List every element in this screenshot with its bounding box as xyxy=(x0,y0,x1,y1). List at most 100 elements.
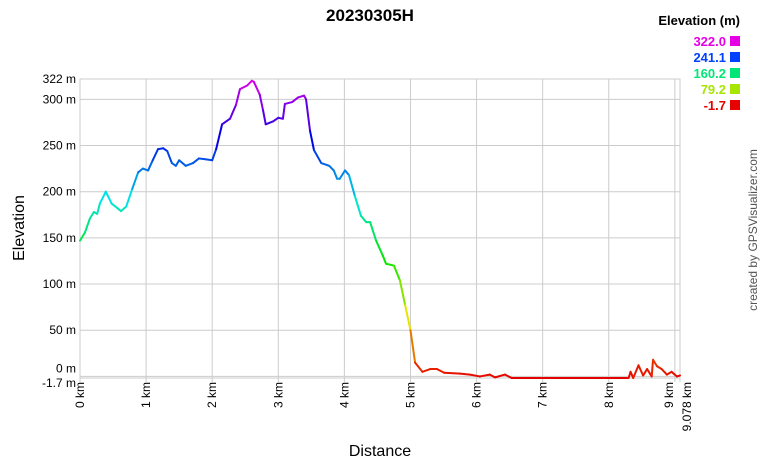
profile-segment xyxy=(650,358,655,378)
profile-segment xyxy=(468,373,481,378)
elevation-profile-line xyxy=(79,79,681,379)
x-tick-label: 6 km xyxy=(470,382,484,408)
profile-segment xyxy=(252,80,261,96)
profile-segment xyxy=(119,205,128,213)
profile-segment xyxy=(642,368,649,377)
y-tick-label: -1.7 m xyxy=(42,376,76,390)
profile-segment xyxy=(404,304,412,332)
profile-segment xyxy=(88,211,95,220)
legend-swatch xyxy=(730,52,740,62)
profile-segment xyxy=(637,364,645,377)
profile-segment xyxy=(262,109,267,126)
profile-segment xyxy=(283,101,294,105)
legend-swatch xyxy=(730,100,740,110)
profile-segment xyxy=(409,329,417,364)
profile-segment xyxy=(104,190,113,205)
profile-segment xyxy=(147,159,154,172)
x-tick-label: 9 km xyxy=(662,382,676,408)
profile-segment xyxy=(338,169,347,180)
y-axis-ticks: 322 m 300 m 250 m 200 m 150 m 100 m 50 m 0 m-1.… xyxy=(42,72,76,390)
profile-segment xyxy=(229,103,237,120)
profile-segment xyxy=(459,372,471,376)
profile-segment xyxy=(381,254,388,265)
profile-segment xyxy=(443,371,462,375)
profile-segment xyxy=(271,116,280,123)
legend-value: 160.2 xyxy=(693,66,726,81)
profile-segment xyxy=(421,368,432,373)
profile-segment xyxy=(234,88,241,106)
legend-value: 79.2 xyxy=(701,82,726,97)
chart-title: 20230305H xyxy=(326,6,414,25)
x-axis-label: Distance xyxy=(349,443,411,460)
y-tick-label: 200 m xyxy=(43,185,76,199)
profile-segment xyxy=(332,169,339,180)
profile-segment xyxy=(264,120,274,126)
profile-segment xyxy=(184,162,195,167)
legend-swatch xyxy=(730,68,740,78)
profile-segment xyxy=(414,361,424,373)
profile-segment xyxy=(174,159,181,167)
profile-segment xyxy=(503,373,513,379)
profile-segment xyxy=(131,171,140,190)
profile-segment xyxy=(291,96,300,104)
profile-segment xyxy=(344,169,351,177)
legend-swatch xyxy=(730,84,740,94)
profile-segment xyxy=(652,358,658,368)
profile-segment xyxy=(353,195,362,217)
profile-segment xyxy=(246,79,253,87)
y-tick-label: 150 m xyxy=(43,231,76,245)
profile-segment xyxy=(305,98,312,132)
profile-segment xyxy=(297,94,306,99)
y-tick-label: 322 m xyxy=(43,72,76,86)
y-tick-label: 100 m xyxy=(43,277,76,291)
y-tick-label: 0 m xyxy=(56,361,76,375)
profile-segment xyxy=(675,374,681,378)
y-axis-label: Elevation xyxy=(11,195,28,261)
profile-segment xyxy=(178,159,187,167)
x-tick-label: 4 km xyxy=(337,382,351,408)
profile-segment xyxy=(328,164,335,172)
profile-segment xyxy=(312,149,323,165)
profile-segment xyxy=(670,370,678,378)
legend-swatch xyxy=(730,36,740,46)
profile-segment xyxy=(238,84,249,91)
x-tick-label: 0 km xyxy=(73,382,87,408)
profile-segment xyxy=(205,158,214,162)
profile-segment xyxy=(215,123,224,151)
profile-segment xyxy=(192,157,200,165)
profile-segment xyxy=(369,221,378,242)
profile-segment xyxy=(221,117,232,126)
plot-border xyxy=(79,78,681,379)
x-tick-label: 5 km xyxy=(403,382,417,408)
legend-value: 241.1 xyxy=(693,50,726,65)
x-tick-label: 8 km xyxy=(602,382,616,408)
profile-segment xyxy=(385,262,395,267)
credit-text: created by GPSVisualizer.com xyxy=(746,149,760,311)
x-tick-label: 3 km xyxy=(271,382,285,408)
legend-value: -1.7 xyxy=(704,98,726,113)
x-axis-ticks: 0 km 1 km 2 km 3 km 4 km 5 km 6 km 7 km 8 km 9 km… xyxy=(73,382,694,431)
profile-segment xyxy=(166,150,173,165)
profile-segment xyxy=(98,190,107,205)
profile-segment xyxy=(96,202,101,215)
profile-segment xyxy=(320,162,331,167)
legend-title: Elevation (m) xyxy=(658,13,740,28)
y-tick-label: 50 m xyxy=(49,323,76,337)
profile-segment xyxy=(258,93,265,112)
profile-segment xyxy=(435,368,446,374)
y-tick-label: 300 m xyxy=(43,92,76,106)
profile-segment xyxy=(348,174,356,198)
profile-segment xyxy=(197,157,208,161)
profile-segment xyxy=(632,364,640,379)
profile-segment xyxy=(151,148,159,162)
profile-segment xyxy=(478,373,491,378)
profile-segment xyxy=(494,373,506,379)
profile-segment xyxy=(375,239,384,257)
profile-segment xyxy=(281,102,286,120)
grid xyxy=(79,78,681,382)
profile-segment xyxy=(309,129,315,152)
x-tick-label: 7 km xyxy=(536,382,550,408)
profile-segment xyxy=(211,148,218,162)
